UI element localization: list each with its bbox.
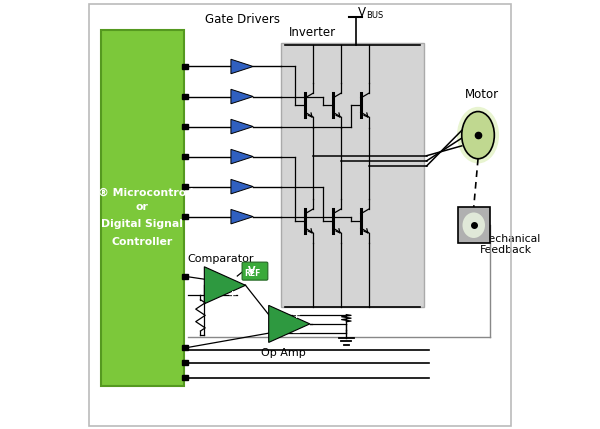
Bar [281,43,424,307]
Text: V: V [358,6,366,19]
Polygon shape [231,59,253,74]
Text: REF: REF [244,269,260,278]
Text: or: or [136,202,149,212]
Polygon shape [231,89,253,104]
Bar [182,345,188,350]
Bar [458,207,490,244]
Bar [182,124,188,130]
Polygon shape [231,209,253,224]
Text: PIC® Microcontroller: PIC® Microcontroller [78,187,206,197]
Bar [182,214,188,220]
Text: Motor: Motor [465,88,499,101]
Polygon shape [205,267,245,304]
Polygon shape [231,119,253,134]
Text: −: − [227,271,237,281]
Text: +: + [292,310,301,320]
Polygon shape [269,305,310,342]
Text: BUS: BUS [367,12,384,20]
Bar [182,360,188,366]
Ellipse shape [463,212,485,238]
Ellipse shape [457,107,499,163]
Bar [182,184,188,190]
Text: −: − [292,328,301,338]
Text: Inverter: Inverter [289,26,337,39]
Bar [101,30,184,386]
Polygon shape [231,149,253,164]
Bar [182,94,188,99]
Bar [182,375,188,381]
Bar [182,63,188,69]
Ellipse shape [462,112,494,159]
Text: Op Amp: Op Amp [261,348,305,358]
Bar [182,154,188,159]
Text: Comparator: Comparator [188,254,254,263]
Text: V: V [247,266,255,276]
Text: +: + [227,290,237,299]
Text: Gate Drivers: Gate Drivers [205,13,280,26]
FancyBboxPatch shape [242,262,268,280]
Polygon shape [231,179,253,194]
Text: Digital Signal: Digital Signal [101,220,183,230]
Text: Mechanical
Feedback: Mechanical Feedback [480,234,541,255]
Text: Controller: Controller [112,237,173,247]
Bar [182,274,188,280]
